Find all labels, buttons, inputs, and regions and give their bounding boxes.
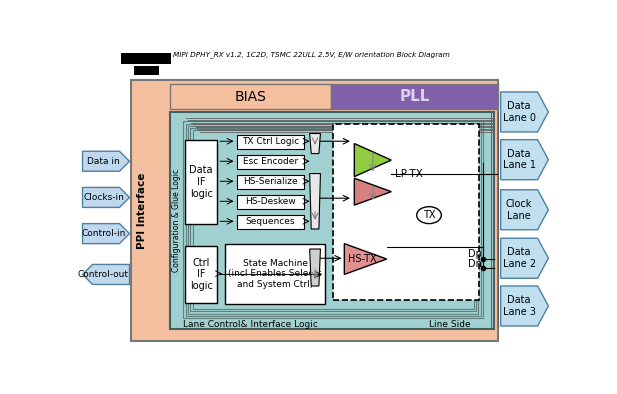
- Text: Data
IF
logic: Data IF logic: [189, 165, 213, 199]
- FancyBboxPatch shape: [170, 84, 331, 109]
- FancyBboxPatch shape: [170, 112, 494, 329]
- FancyBboxPatch shape: [185, 140, 217, 224]
- FancyBboxPatch shape: [225, 243, 325, 304]
- Text: HS-Deskew: HS-Deskew: [245, 197, 296, 206]
- Text: Clock
Lane: Clock Lane: [506, 199, 532, 221]
- Text: Lane Control& Interface Logic: Lane Control& Interface Logic: [183, 320, 318, 329]
- Polygon shape: [500, 140, 549, 180]
- FancyBboxPatch shape: [236, 135, 304, 149]
- Polygon shape: [83, 151, 130, 171]
- Text: PPI Interface: PPI Interface: [137, 172, 147, 249]
- Text: TX Ctrl Logic: TX Ctrl Logic: [242, 137, 299, 146]
- FancyBboxPatch shape: [185, 246, 217, 303]
- Text: Line Side: Line Side: [429, 320, 471, 329]
- Polygon shape: [310, 134, 320, 154]
- Text: Data
Lane 0: Data Lane 0: [503, 101, 536, 123]
- Text: Configuration & Glue Logic: Configuration & Glue Logic: [172, 169, 181, 272]
- FancyBboxPatch shape: [121, 53, 171, 64]
- FancyBboxPatch shape: [331, 84, 497, 109]
- Polygon shape: [500, 190, 549, 230]
- Text: Data
Lane 1: Data Lane 1: [503, 149, 536, 171]
- Polygon shape: [354, 143, 391, 177]
- Text: Data
Lane 2: Data Lane 2: [502, 247, 536, 269]
- Text: LP-TX: LP-TX: [395, 169, 423, 179]
- Polygon shape: [83, 264, 130, 284]
- FancyBboxPatch shape: [236, 175, 304, 189]
- FancyBboxPatch shape: [236, 155, 304, 169]
- Text: Ctrl
IF
logic: Ctrl IF logic: [189, 258, 212, 291]
- Text: State Machine
(incl Enables Selects
and System Ctrl): State Machine (incl Enables Selects and …: [228, 259, 322, 288]
- FancyBboxPatch shape: [131, 80, 497, 342]
- Text: BIAS: BIAS: [234, 89, 267, 104]
- Text: Control-in: Control-in: [81, 229, 126, 238]
- Text: Data
Lane 3: Data Lane 3: [503, 295, 536, 317]
- Ellipse shape: [416, 207, 441, 224]
- Polygon shape: [83, 224, 130, 243]
- Text: Dp: Dp: [468, 249, 481, 258]
- FancyBboxPatch shape: [134, 66, 159, 75]
- FancyBboxPatch shape: [333, 124, 479, 300]
- Text: Dn: Dn: [468, 258, 481, 269]
- Text: Sequences: Sequences: [246, 217, 295, 226]
- Polygon shape: [500, 92, 549, 132]
- Polygon shape: [83, 188, 130, 207]
- FancyBboxPatch shape: [236, 195, 304, 209]
- Text: Esc Encoder: Esc Encoder: [243, 157, 298, 166]
- Text: Data in: Data in: [87, 157, 120, 166]
- Polygon shape: [354, 178, 391, 205]
- Text: HS-Serialize: HS-Serialize: [243, 177, 298, 186]
- Polygon shape: [344, 243, 387, 275]
- Polygon shape: [500, 286, 549, 326]
- Polygon shape: [310, 249, 320, 286]
- Polygon shape: [310, 174, 320, 229]
- Text: HS-TX: HS-TX: [348, 254, 376, 264]
- Text: PLL: PLL: [399, 89, 429, 104]
- FancyBboxPatch shape: [236, 215, 304, 229]
- Text: TX: TX: [423, 210, 435, 220]
- Polygon shape: [500, 238, 549, 278]
- Text: Control-out: Control-out: [78, 270, 129, 279]
- Text: Clocks-in: Clocks-in: [83, 193, 124, 202]
- Text: MIPI DPHY_RX v1.2, 1C2D, TSMC 22ULL 2.5V, E/W orientation Block Diagram: MIPI DPHY_RX v1.2, 1C2D, TSMC 22ULL 2.5V…: [173, 51, 449, 58]
